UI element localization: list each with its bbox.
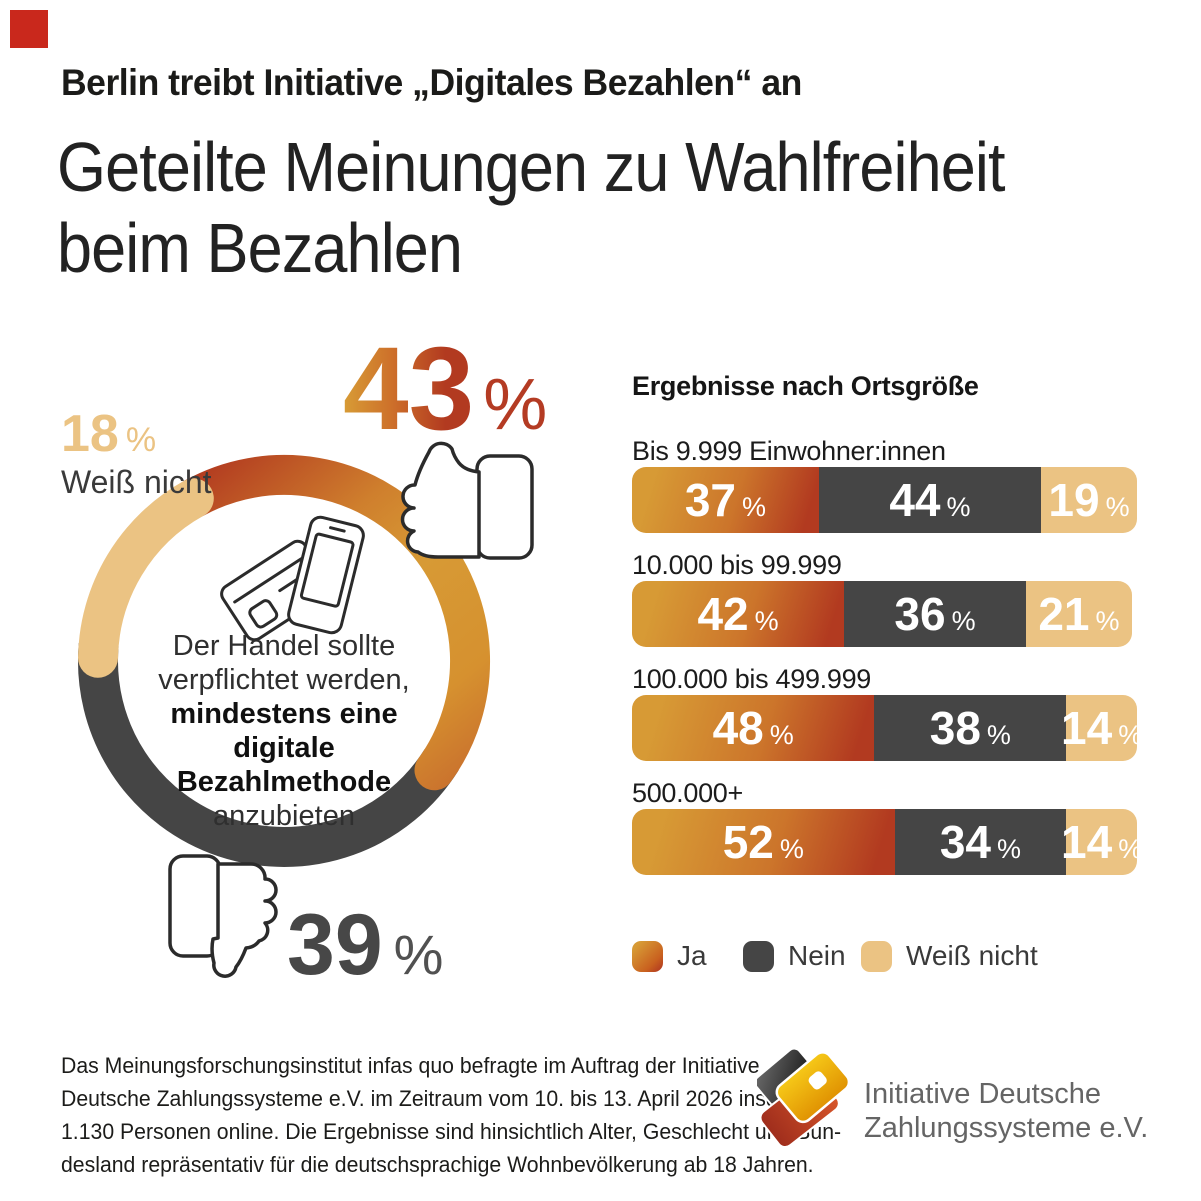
thumbs-down-icon: [168, 854, 278, 978]
bar-segment-ja: 48%: [632, 695, 875, 761]
segment-value: 36: [894, 588, 946, 640]
segment-unit: %: [946, 492, 971, 522]
footnote-line: Deutsche Zahlungssysteme e.V. im Zeitrau…: [61, 1086, 836, 1111]
bar-segment-nein: 34%: [894, 809, 1067, 875]
statement-line: anzubieten: [213, 800, 355, 832]
brand-mark-square: [10, 10, 48, 48]
group-label: 500.000+: [632, 778, 743, 808]
segment-unit: %: [779, 834, 804, 864]
card-phone-icon: [220, 515, 365, 642]
segment-value: 52: [722, 816, 774, 868]
stacked-bar: 37% 44% 19%: [632, 467, 1137, 533]
group-label: 100.000 bis 499.999: [632, 664, 872, 694]
logo-card-yellow: [775, 1051, 851, 1124]
ja-percent-sign: %: [483, 365, 548, 445]
organization-name-line1: Initiative Deutsche: [864, 1078, 1101, 1110]
bar-segment-weiss: 19%: [1041, 467, 1137, 533]
donut-value-weiss: 18 %: [61, 408, 156, 460]
donut-center-statement: Der Handel sollte verpflichtet werden, m…: [134, 629, 434, 833]
segment-unit: %: [1118, 720, 1143, 750]
bar-segment-weiss: 14%: [1061, 809, 1142, 875]
segment-value: 21: [1038, 588, 1090, 640]
segment-value: 14: [1061, 702, 1113, 754]
organization-name: Initiative Deutsche Zahlungssysteme e.V.: [864, 1077, 1148, 1145]
page-title: Geteilte Meinungen zu Wahlfreiheit beim …: [57, 127, 1006, 289]
segment-value: 38: [929, 702, 981, 754]
legend-swatch-ja: [632, 940, 663, 972]
page-title-line1: Geteilte Meinungen zu Wahlfreiheit: [57, 128, 1006, 206]
segment-unit: %: [754, 606, 779, 636]
segment-unit: %: [986, 720, 1011, 750]
stacked-bar: 48% 38% 14%: [632, 695, 1142, 761]
stacked-bar: 42% 36% 21%: [632, 581, 1137, 647]
footnote-line: 1.130 Personen online. Die Ergebnisse si…: [61, 1119, 842, 1144]
legend-label: Ja: [677, 940, 707, 971]
bar-segment-weiss: 14%: [1061, 695, 1142, 761]
segment-unit: %: [742, 492, 767, 522]
legend-label: Nein: [788, 940, 846, 971]
bar-segment-nein: 44%: [818, 467, 1042, 533]
thumbs-up-icon: [400, 441, 534, 560]
segment-value: 14: [1061, 816, 1113, 868]
segment-unit: %: [769, 720, 794, 750]
legend-item-nein: Nein: [743, 940, 846, 972]
segment-value: 34: [939, 816, 992, 868]
segment-unit: %: [951, 606, 976, 636]
results-section-heading: Ergebnisse nach Ortsgröße: [632, 371, 979, 401]
segment-value: 42: [697, 588, 749, 640]
donut-value-nein: 39 %: [287, 902, 443, 988]
nein-percent-sign: %: [393, 923, 444, 986]
weiss-percent-sign: %: [125, 421, 157, 459]
legend-item-ja: Ja: [632, 940, 707, 972]
segment-value: 19: [1048, 474, 1100, 526]
methodology-footnote: Das Meinungsforschungsinstitut infas quo…: [61, 1049, 841, 1181]
statement-line: verpflichtet werden,: [158, 664, 410, 696]
bar-segment-nein: 38%: [874, 695, 1067, 761]
logo-card-chip: [808, 1071, 827, 1090]
footnote-line: Das Meinungsforschungsinstitut infas quo…: [61, 1053, 760, 1078]
legend-swatch-nein: [743, 940, 774, 972]
segment-unit: %: [1105, 492, 1130, 522]
weiss-nicht-label: Weiß nicht: [61, 464, 212, 500]
bar-segment-ja: 52%: [632, 809, 895, 875]
statement-line-bold: mindestens eine digitale: [170, 698, 398, 764]
bar-segment-nein: 36%: [844, 581, 1026, 647]
nein-percentage: 39: [287, 897, 383, 993]
organization-name-line2: Zahlungssysteme e.V.: [864, 1112, 1149, 1144]
page-title-line2: beim Bezahlen: [57, 209, 463, 287]
weiss-percentage: 18: [61, 405, 119, 463]
segment-value: 44: [889, 474, 941, 526]
segment-value: 37: [684, 474, 736, 526]
legend-item-weiss: Weiß nicht: [861, 940, 1038, 972]
stacked-bar: 52% 34% 14%: [632, 809, 1142, 875]
footnote-line: desland repräsentativ für die deutschspr…: [61, 1152, 814, 1177]
organization-logo-icon: [757, 1047, 851, 1149]
segment-unit: %: [1118, 834, 1143, 864]
bar-segment-ja: 42%: [632, 581, 845, 647]
segment-value: 48: [712, 702, 764, 754]
segment-unit: %: [997, 834, 1022, 864]
legend-label: Weiß nicht: [906, 940, 1038, 971]
bar-segment-ja: 37%: [632, 467, 819, 533]
kicker-headline: Berlin treibt Initiative „Digitales Beza…: [61, 62, 802, 103]
group-label: Bis 9.999 Einwohner:innen: [632, 436, 946, 466]
statement-line-bold: Bezahlmethode: [176, 766, 392, 798]
legend-swatch-weiss: [861, 940, 892, 972]
donut-value-ja: 43 %: [343, 330, 547, 448]
segment-unit: %: [1095, 606, 1120, 636]
group-label: 10.000 bis 99.999: [632, 550, 842, 580]
ja-percentage: 43: [343, 323, 475, 455]
statement-line: Der Handel sollte: [172, 630, 396, 662]
bar-segment-weiss: 21%: [1025, 581, 1132, 647]
